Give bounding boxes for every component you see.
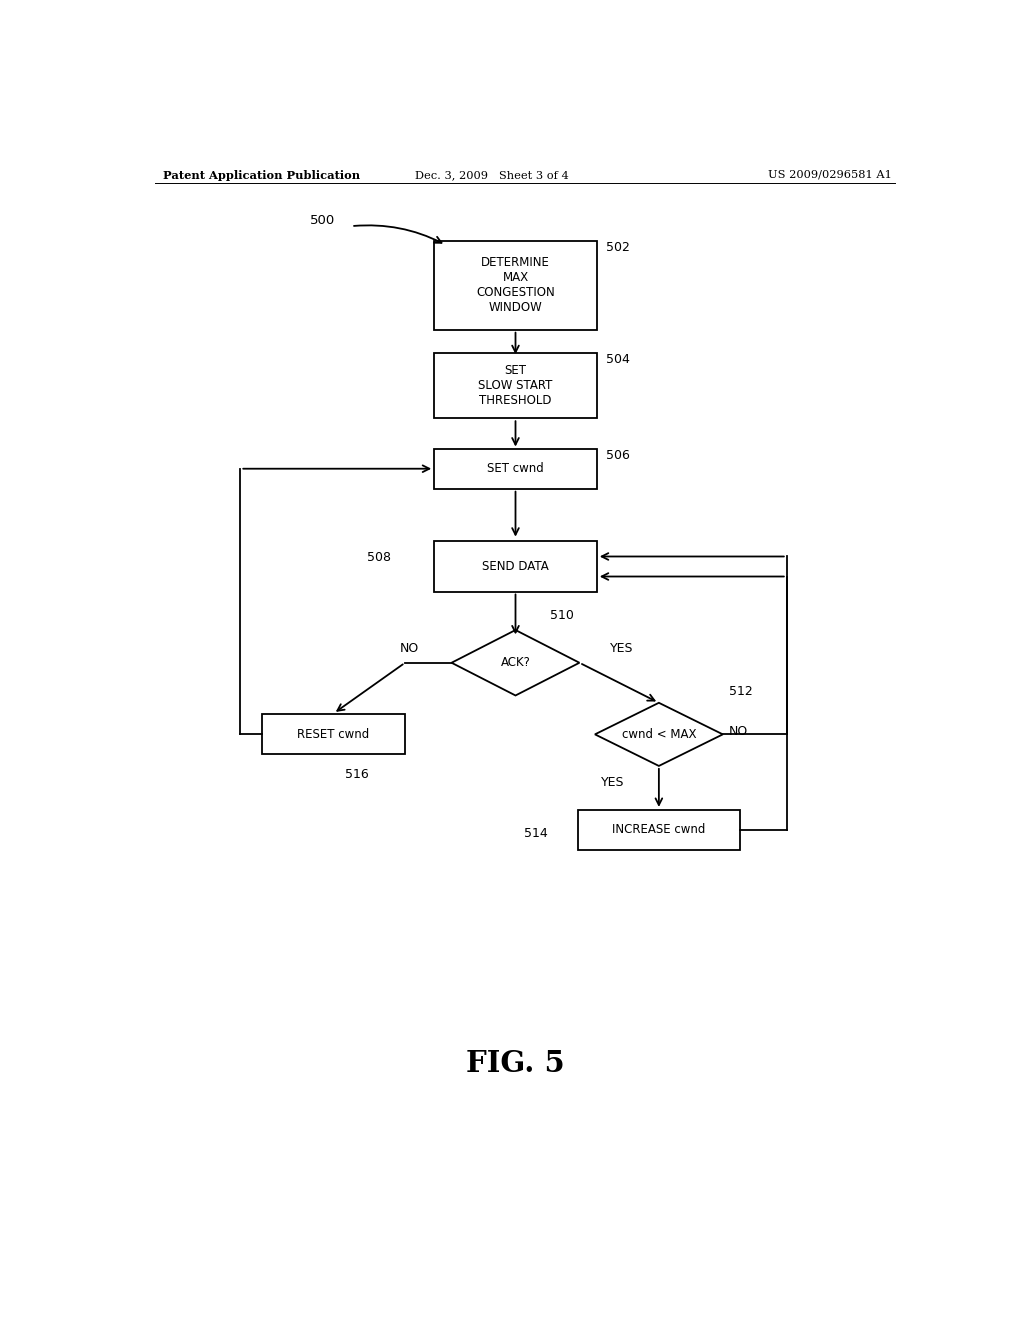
Text: 514: 514: [524, 828, 548, 841]
Text: NO: NO: [399, 643, 419, 656]
Text: DETERMINE
MAX
CONGESTION
WINDOW: DETERMINE MAX CONGESTION WINDOW: [476, 256, 555, 314]
Text: cwnd < MAX: cwnd < MAX: [622, 727, 696, 741]
Text: INCREASE cwnd: INCREASE cwnd: [612, 824, 706, 837]
Text: US 2009/0296581 A1: US 2009/0296581 A1: [768, 170, 891, 180]
Text: Patent Application Publication: Patent Application Publication: [163, 170, 360, 181]
Bar: [434, 541, 597, 591]
Bar: [578, 810, 740, 850]
Text: 512: 512: [729, 685, 753, 698]
Text: SEND DATA: SEND DATA: [482, 560, 549, 573]
Text: 502: 502: [606, 242, 630, 255]
Text: 506: 506: [606, 449, 630, 462]
Text: YES: YES: [601, 776, 624, 789]
Text: RESET cwnd: RESET cwnd: [297, 727, 370, 741]
Polygon shape: [452, 630, 580, 696]
Text: 508: 508: [368, 550, 391, 564]
Text: 504: 504: [606, 352, 630, 366]
Bar: [434, 449, 597, 488]
Bar: [262, 714, 406, 755]
Text: Dec. 3, 2009   Sheet 3 of 4: Dec. 3, 2009 Sheet 3 of 4: [416, 170, 569, 180]
Text: 516: 516: [345, 768, 369, 781]
Text: ACK?: ACK?: [501, 656, 530, 669]
Text: SET
SLOW START
THRESHOLD: SET SLOW START THRESHOLD: [478, 364, 553, 407]
Text: YES: YES: [610, 643, 634, 656]
Bar: [434, 352, 597, 418]
Bar: [434, 242, 597, 330]
Text: FIG. 5: FIG. 5: [466, 1048, 565, 1077]
Text: 510: 510: [550, 610, 574, 622]
Polygon shape: [595, 702, 723, 766]
Text: 500: 500: [310, 214, 336, 227]
Text: SET cwnd: SET cwnd: [487, 462, 544, 475]
Text: NO: NO: [729, 725, 749, 738]
